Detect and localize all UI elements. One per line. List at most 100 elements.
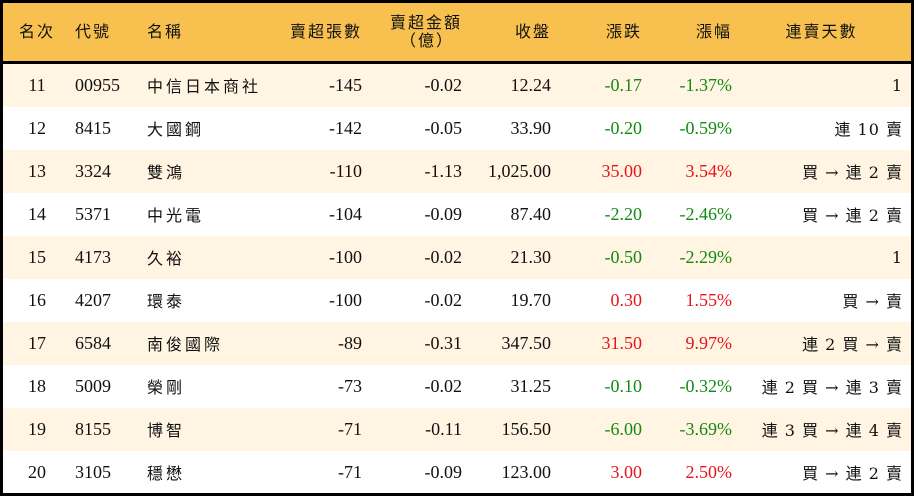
streak-cell: 連 3 買 → 連 4 賣	[761, 421, 903, 440]
table-row[interactable]: 13 3324 雙鴻 -110 -1.13 1,025.00 35.00 3.54% 買 → 連…	[3, 149, 911, 193]
net-sell-lots-cell: -145	[329, 74, 362, 95]
rank-cell: 13	[28, 160, 46, 181]
code-cell: 00955	[75, 74, 120, 95]
code-cell: 6584	[75, 332, 111, 353]
change-pct-cell: 2.50%	[685, 461, 733, 482]
table-row[interactable]: 14 5371 中光電 -104 -0.09 87.40 -2.20 -2.46% 買 → 連 …	[3, 193, 911, 236]
change-pct-cell: -2.46%	[679, 203, 733, 224]
net-sell-amount-cell: -0.02	[424, 289, 463, 310]
change-pct-cell: 9.97%	[685, 332, 733, 353]
name-cell: 久裕	[147, 249, 186, 268]
net-sell-amount-cell: -0.31	[424, 332, 463, 353]
table-row[interactable]: 15 4173 久裕 -100 -0.02 21.30 -0.50 -2.29% 1	[3, 235, 911, 279]
table-row[interactable]: 12 8415 大國鋼 -142 -0.05 33.90 -0.20 -0.59% 連 10 賣	[3, 107, 911, 150]
net-sell-lots-cell: -100	[329, 289, 362, 310]
change-pct-cell: -0.32%	[679, 375, 733, 396]
change-cell: 0.30	[610, 289, 643, 310]
close-cell: 19.70	[510, 289, 552, 310]
table-row[interactable]: 18 5009 榮剛 -73 -0.02 31.25 -0.10 -0.32% 連 2 買 → …	[3, 365, 911, 408]
header-name: 名稱	[147, 21, 184, 41]
close-cell: 33.90	[510, 117, 552, 138]
net-sell-amount-cell: -0.02	[424, 74, 463, 95]
change-pct-cell: -0.59%	[679, 117, 733, 138]
table-row[interactable]: 19 8155 博智 -71 -0.11 156.50 -6.00 -3.69% 連 3 買 →…	[3, 407, 911, 451]
change-cell: 35.00	[601, 160, 643, 181]
rank-cell: 16	[28, 289, 46, 310]
net-sell-amount-cell: -0.09	[424, 203, 463, 224]
header-net-sell-amount-unit: （億）	[399, 30, 454, 50]
header-change-pct: 漲幅	[695, 21, 732, 41]
name-cell: 中信日本商社	[147, 77, 262, 96]
change-pct-cell: -1.37%	[679, 74, 733, 95]
net-sell-lots-cell: -100	[329, 246, 362, 267]
rank-cell: 20	[28, 461, 46, 482]
rank-cell: 17	[28, 332, 46, 353]
net-sell-lots-cell: -104	[329, 203, 362, 224]
change-cell: -6.00	[604, 418, 643, 439]
streak-cell: 連 10 賣	[834, 120, 903, 139]
table-row[interactable]: 16 4207 環泰 -100 -0.02 19.70 0.30 1.55% 買 → 賣	[3, 279, 911, 322]
net-sell-lots-cell: -142	[329, 117, 362, 138]
streak-cell: 買 → 連 2 賣	[802, 163, 903, 182]
streak-cell: 買 → 賣	[842, 292, 903, 311]
code-cell: 5009	[75, 375, 111, 396]
close-cell: 347.50	[501, 332, 552, 353]
streak-cell: 連 2 買 → 賣	[802, 335, 903, 354]
header-rank: 名次	[18, 21, 55, 41]
change-cell: -0.20	[604, 117, 643, 138]
net-sell-lots-cell: -71	[338, 418, 362, 439]
change-cell: -0.50	[604, 246, 643, 267]
net-sell-amount-cell: -0.09	[424, 461, 463, 482]
change-cell: 31.50	[601, 332, 643, 353]
change-cell: 3.00	[610, 461, 643, 482]
net-sell-amount-cell: -0.02	[424, 375, 463, 396]
header-net-sell-lots: 賣超張數	[289, 21, 362, 41]
net-sell-lots-cell: -71	[338, 461, 362, 482]
code-cell: 4173	[75, 246, 111, 267]
code-cell: 5371	[75, 203, 111, 224]
change-pct-cell: 1.55%	[685, 289, 733, 310]
net-sell-amount-cell: -0.11	[425, 418, 462, 439]
close-cell: 31.25	[510, 375, 552, 396]
code-cell: 8415	[75, 117, 111, 138]
streak-cell: 1	[891, 75, 903, 95]
rank-cell: 19	[28, 418, 46, 439]
streak-cell: 買 → 連 2 賣	[802, 464, 903, 483]
net-sell-ranking-table: 名次 代號 名稱 賣超張數 賣超金額 （億） 收盤 漲跌 漲幅 連賣天數 11 00…	[3, 3, 911, 494]
code-cell: 4207	[75, 289, 111, 310]
net-sell-lots-cell: -73	[338, 375, 362, 396]
name-cell: 博智	[147, 421, 186, 440]
close-cell: 123.00	[501, 461, 552, 482]
streak-cell: 1	[891, 247, 903, 267]
close-cell: 12.24	[510, 74, 552, 95]
net-sell-lots-cell: -89	[338, 332, 362, 353]
code-cell: 3324	[75, 160, 111, 181]
header-code: 代號	[75, 21, 112, 41]
table-row[interactable]: 11 00955 中信日本商社 -145 -0.02 12.24 -0.17 -1.37% 1	[3, 62, 911, 107]
close-cell: 1,025.00	[488, 160, 551, 181]
header-net-sell-amount-label: 賣超金額	[389, 12, 462, 32]
rank-cell: 12	[28, 117, 46, 138]
name-cell: 中光電	[147, 206, 205, 225]
change-pct-cell: -3.69%	[679, 418, 733, 439]
net-sell-amount-cell: -0.02	[424, 246, 463, 267]
name-cell: 南俊國際	[147, 335, 224, 354]
rank-cell: 15	[28, 246, 46, 267]
table-row[interactable]: 17 6584 南俊國際 -89 -0.31 347.50 31.50 9.97% 連 2 買 …	[3, 321, 911, 365]
change-cell: -0.17	[604, 74, 643, 95]
header-net-sell-amount: 賣超金額 （億）	[362, 3, 462, 62]
name-cell: 環泰	[147, 292, 186, 311]
close-cell: 21.30	[510, 246, 552, 267]
code-cell: 8155	[75, 418, 111, 439]
table-row[interactable]: 20 3105 穩懋 -71 -0.09 123.00 3.00 2.50% 買 → 連 2 賣	[3, 451, 911, 494]
net-sell-amount-cell: -1.13	[424, 160, 463, 181]
table-header-row: 名次 代號 名稱 賣超張數 賣超金額 （億） 收盤 漲跌 漲幅 連賣天數	[3, 3, 911, 62]
code-cell: 3105	[75, 461, 111, 482]
header-change: 漲跌	[605, 21, 642, 41]
streak-cell: 連 2 買 → 連 3 賣	[761, 378, 903, 397]
rank-cell: 11	[28, 74, 46, 95]
change-pct-cell: 3.54%	[685, 160, 733, 181]
header-streak: 連賣天數	[785, 21, 858, 41]
name-cell: 大國鋼	[147, 120, 205, 139]
